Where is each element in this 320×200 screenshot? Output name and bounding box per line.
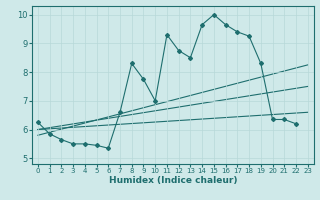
X-axis label: Humidex (Indice chaleur): Humidex (Indice chaleur)	[108, 176, 237, 185]
